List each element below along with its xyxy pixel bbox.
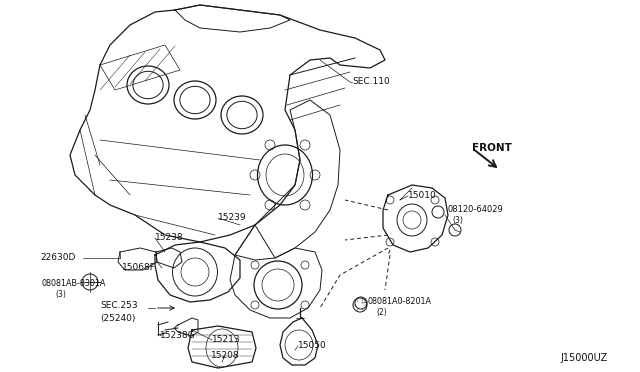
Text: 08081AB-8301A: 08081AB-8301A xyxy=(42,279,106,288)
Text: 15010: 15010 xyxy=(408,192,436,201)
Text: J15000UZ: J15000UZ xyxy=(561,353,608,363)
Text: 15208: 15208 xyxy=(211,350,239,359)
Text: FRONT: FRONT xyxy=(472,143,512,153)
Text: 15239: 15239 xyxy=(218,214,246,222)
Text: 15213: 15213 xyxy=(212,336,241,344)
Text: 15068F: 15068F xyxy=(122,263,156,273)
Text: 08081A0-8201A: 08081A0-8201A xyxy=(368,298,432,307)
Text: 08120-64029: 08120-64029 xyxy=(448,205,504,215)
Text: 15238: 15238 xyxy=(155,234,184,243)
Text: (3): (3) xyxy=(452,217,463,225)
Text: (25240): (25240) xyxy=(100,314,136,323)
Text: (3): (3) xyxy=(55,289,66,298)
Text: 22630D: 22630D xyxy=(40,253,76,263)
Text: 15050: 15050 xyxy=(298,341,327,350)
Text: SEC.110: SEC.110 xyxy=(352,77,390,87)
Text: 15238G: 15238G xyxy=(160,331,196,340)
Text: (2): (2) xyxy=(376,308,387,317)
Text: SEC.253: SEC.253 xyxy=(100,301,138,311)
